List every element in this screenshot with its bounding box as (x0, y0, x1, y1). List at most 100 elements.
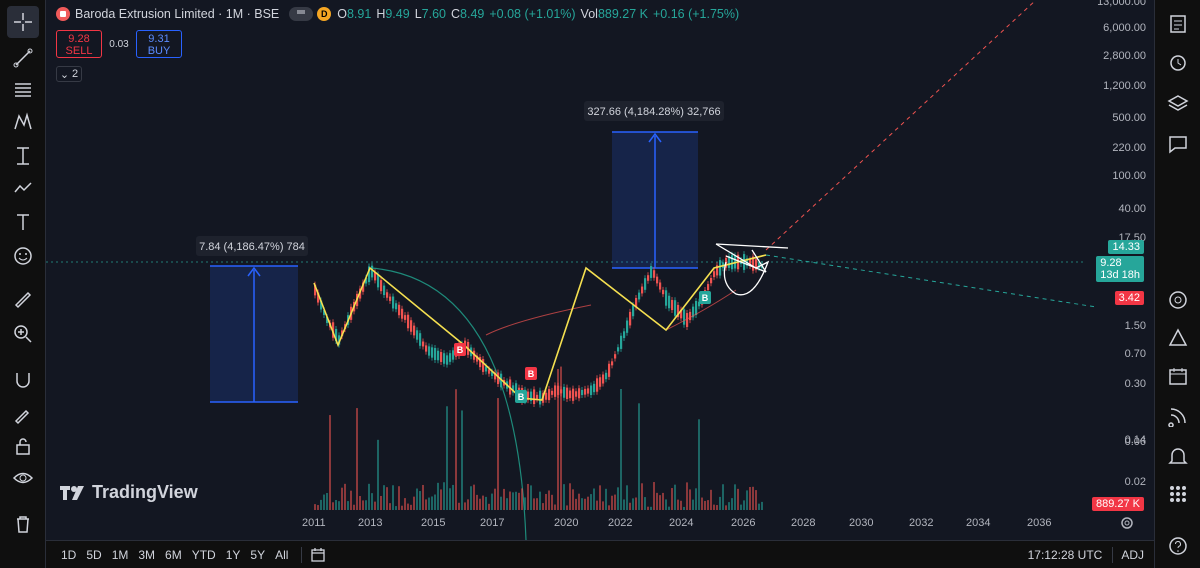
volume-bar (398, 486, 400, 510)
marker-b-4-label: B (702, 293, 709, 303)
help-button[interactable] (1162, 530, 1194, 562)
volume-bar (581, 498, 583, 510)
crosshair-tool[interactable] (7, 6, 39, 38)
candle-body (323, 310, 326, 315)
volume-bar (629, 502, 631, 510)
text-tool[interactable] (7, 206, 39, 238)
timeframe-6m[interactable]: 6M (165, 547, 182, 562)
candle-body (560, 389, 563, 394)
projection-line-down (765, 254, 1097, 308)
dividend-badge[interactable]: D (317, 7, 332, 21)
timeframe-1d[interactable]: 1D (61, 547, 77, 562)
magnet-tool[interactable] (7, 364, 39, 396)
timeframe-ytd[interactable]: YTD (191, 547, 216, 562)
candlesticks (314, 251, 764, 408)
volume-bar (485, 496, 487, 510)
volume-bar (380, 495, 382, 510)
fib-tool[interactable] (7, 74, 39, 106)
visibility-toggle-icon[interactable] (289, 7, 314, 21)
adjustment-toggle[interactable]: ADJ (1121, 547, 1144, 562)
trade-buttons: 9.28 SELL 0.03 9.31 BUY (56, 30, 182, 58)
remove-tool[interactable] (7, 508, 39, 540)
utc-clock[interactable]: 17:12:28 UTC (1027, 547, 1103, 562)
timeframe-1m[interactable]: 1M (111, 547, 129, 562)
volume-bar (554, 504, 556, 510)
time-tick: 2017 (480, 517, 505, 529)
volume-bar (572, 489, 574, 510)
ruler-tool[interactable] (7, 284, 39, 316)
volume-bar (323, 494, 325, 510)
volume-bar (455, 389, 457, 510)
volume-bar (674, 484, 676, 510)
volume-bar (467, 499, 469, 510)
trend-line-tool[interactable] (7, 42, 39, 74)
marker-b-1-label: B (457, 345, 464, 355)
price-chart[interactable]: B B B B 7.84 (4,186.47%) 784 327.66 (4,1… (46, 0, 1154, 540)
pine-button[interactable] (1162, 322, 1194, 354)
hide-tool[interactable] (7, 462, 39, 494)
candle-body (563, 386, 566, 398)
watchlist-button[interactable] (1162, 8, 1194, 40)
timeframe-5y[interactable]: 5Y (250, 547, 266, 562)
candle-body (428, 346, 431, 356)
chart-pane[interactable]: B B B B 7.84 (4,186.47%) 784 327.66 (4,1… (46, 0, 1154, 540)
zoom-tool[interactable] (7, 318, 39, 350)
alerts-button[interactable] (1162, 46, 1194, 78)
high-value: 9.49 (385, 7, 410, 21)
marker-b-3[interactable]: B (515, 390, 527, 403)
stay-drawing-tool[interactable] (7, 398, 39, 430)
candle-body (638, 292, 641, 300)
lock-tool[interactable] (7, 430, 39, 462)
marker-b-1[interactable]: B (454, 343, 466, 356)
volume-bar (599, 485, 601, 510)
candle-body (557, 385, 560, 395)
volume-bar (362, 500, 364, 510)
date-range-icon[interactable] (310, 547, 326, 563)
measure-tool[interactable] (7, 140, 39, 172)
timeframe-3m[interactable]: 3M (138, 547, 156, 562)
volume-bar (392, 485, 394, 510)
volume-bar (458, 502, 460, 510)
alarm-clock-icon (1170, 55, 1186, 71)
brush-tool[interactable] (7, 172, 39, 204)
emoji-tool[interactable] (7, 240, 39, 272)
candle-body (713, 271, 716, 278)
tradingview-logo[interactable]: TradingView (58, 482, 198, 503)
volume-bar (419, 491, 421, 510)
marker-b-4[interactable]: B (699, 291, 711, 304)
symbol-title[interactable]: Baroda Extrusion Limited · 1M · BSE (75, 7, 280, 21)
buy-button[interactable]: 9.31 BUY (136, 30, 182, 58)
layers-icon (1167, 95, 1189, 111)
settings-gear-icon[interactable] (1120, 516, 1134, 530)
layers-button[interactable] (1162, 88, 1194, 120)
volume-bar (689, 489, 691, 510)
volume-bar (662, 492, 664, 510)
price-tick: 1.50 (1124, 320, 1146, 332)
candle-body (695, 300, 698, 316)
candle-body (491, 371, 494, 376)
volume-bar (317, 505, 319, 510)
ideas-button[interactable] (1162, 284, 1194, 316)
stream-button[interactable] (1162, 400, 1194, 432)
pattern-tool[interactable] (7, 106, 39, 138)
candle-body (584, 388, 587, 395)
volume-bar (479, 498, 481, 510)
timeframe-all[interactable]: All (275, 547, 289, 562)
volume-bar (542, 503, 544, 510)
timeframe-1y[interactable]: 1Y (225, 547, 241, 562)
candle-body (593, 383, 596, 393)
marker-b-2[interactable]: B (525, 367, 537, 380)
more-apps-button[interactable] (1162, 478, 1194, 510)
volume-bar (446, 406, 448, 510)
low-label: L (414, 7, 422, 21)
candle-body (434, 348, 437, 360)
volume-bar (713, 504, 715, 510)
sell-button[interactable]: 9.28 SELL (56, 30, 102, 58)
timeframe-5d[interactable]: 5D (86, 547, 102, 562)
notifications-button[interactable] (1162, 440, 1194, 472)
ma-segment-1 (485, 304, 592, 336)
chats-button[interactable] (1162, 128, 1194, 160)
calendar-button[interactable] (1162, 360, 1194, 392)
indicators-collapse-button[interactable]: ⌄ 2 (56, 66, 82, 82)
flag-bottom-line (725, 255, 767, 273)
